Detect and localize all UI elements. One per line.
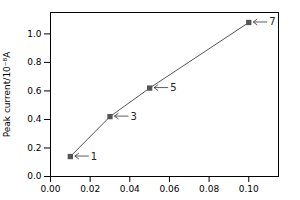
svg-text:5: 5: [170, 82, 176, 93]
svg-text:0.6: 0.6: [27, 86, 42, 96]
svg-text:0.2: 0.2: [27, 143, 41, 153]
svg-text:0.02: 0.02: [80, 184, 100, 194]
svg-text:0.8: 0.8: [27, 57, 42, 67]
svg-text:0.00: 0.00: [40, 184, 60, 194]
svg-text:0.10: 0.10: [239, 184, 259, 194]
svg-text:0.04: 0.04: [120, 184, 140, 194]
svg-text:3: 3: [130, 111, 136, 122]
svg-text:0.08: 0.08: [199, 184, 219, 194]
svg-text:1.0: 1.0: [27, 29, 42, 39]
svg-text:7: 7: [269, 16, 275, 27]
svg-text:0.06: 0.06: [159, 184, 179, 194]
svg-text:0.4: 0.4: [27, 114, 42, 124]
svg-text:Peak current/10⁻⁸A: Peak current/10⁻⁸A: [2, 51, 12, 138]
svg-text:1: 1: [91, 151, 97, 162]
svg-text:0.0: 0.0: [27, 171, 42, 181]
